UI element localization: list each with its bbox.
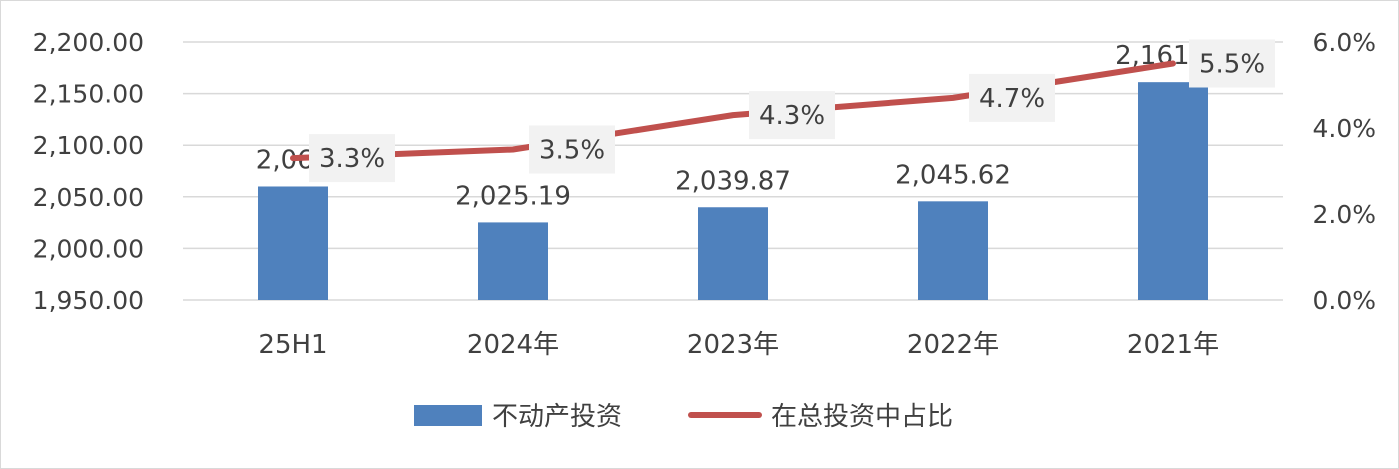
left-tick-label: 2,150.00 [33,80,144,109]
left-tick-label: 2,200.00 [33,28,144,57]
right-tick-label: 2.0% [1312,200,1376,229]
left-tick-label: 1,950.00 [33,286,144,315]
bar [478,222,548,300]
legend-label-bar: 不动产投资 [492,402,622,432]
bar [918,201,988,300]
line-label-box [1189,39,1275,88]
left-tick-label: 2,000.00 [33,234,144,263]
line-label-box [969,73,1055,122]
line-label-box [309,134,395,183]
right-axis-ticks: 0.0% 2.0% 4.0% 6.0% [1312,28,1376,315]
category-label: 2021年 [1127,330,1219,360]
bar-series [258,82,1208,301]
category-label: 25H1 [258,330,327,360]
category-label: 2023年 [687,330,779,360]
category-label: 2024年 [467,330,559,360]
legend-label-line: 在总投资中占比 [771,402,953,432]
legend-swatch-bar [414,405,482,426]
line-label-box [749,91,835,140]
line-data-label: 4.7% [979,84,1045,114]
legend: 不动产投资 在总投资中占比 [414,402,953,432]
right-tick-label: 4.0% [1312,114,1376,143]
category-label: 2022年 [907,330,999,360]
line-data-labels: 3.3% 3.5% 4.3% 4.7% 5.5% [309,39,1275,183]
line-label-box [529,125,615,174]
bar [1138,82,1208,301]
bar [258,186,328,300]
bar-data-label: 2,045.62 [895,160,1011,190]
left-tick-label: 2,050.00 [33,183,144,212]
line-data-label: 3.3% [319,144,385,174]
line-data-label: 5.5% [1199,50,1265,80]
bar-data-label: 2,039.87 [675,166,791,196]
left-tick-label: 2,100.00 [33,131,144,160]
bar [698,207,768,300]
bar-data-label: 2,025.19 [455,181,571,211]
line-data-label: 4.3% [759,101,825,131]
line-data-label: 3.5% [539,136,605,166]
right-tick-label: 0.0% [1312,286,1376,315]
right-tick-label: 6.0% [1312,28,1376,57]
left-axis-ticks: 1,950.00 2,000.00 2,050.00 2,100.00 2,150.00… [33,28,144,315]
category-labels: 25H1 2024年 2023年 2022年 2021年 [258,330,1219,360]
